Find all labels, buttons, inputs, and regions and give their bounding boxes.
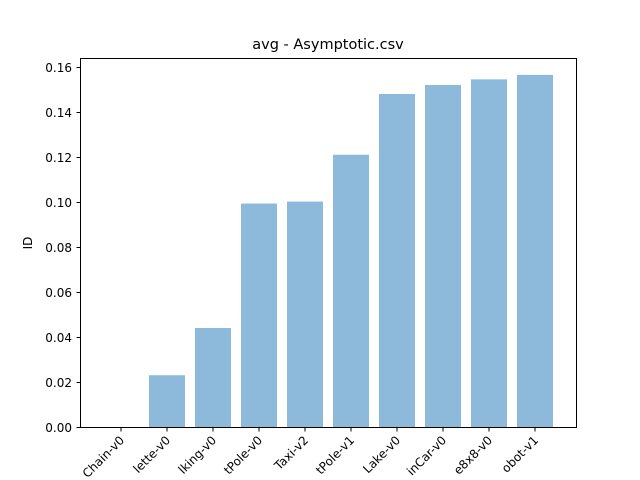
bar-3 xyxy=(241,203,277,427)
bar-9 xyxy=(517,74,553,427)
chart-title: avg - Asymptotic.csv xyxy=(252,37,404,53)
bar-6 xyxy=(379,94,415,427)
y-tick-label: 0.16 xyxy=(45,61,72,75)
bars-group xyxy=(149,74,553,427)
y-tick-label: 0.10 xyxy=(45,196,72,210)
y-tick-label: 0.06 xyxy=(45,286,72,300)
bar-1 xyxy=(149,375,185,427)
bar-7 xyxy=(425,85,461,427)
y-axis-label: ID xyxy=(21,237,35,250)
y-tick-label: 0.08 xyxy=(45,241,72,255)
y-tick-label: 0.00 xyxy=(45,421,72,435)
y-tick-label: 0.04 xyxy=(45,331,72,345)
bar-4 xyxy=(287,201,323,427)
bar-2 xyxy=(195,328,231,427)
y-tick-label: 0.14 xyxy=(45,106,72,120)
y-tick-label: 0.12 xyxy=(45,151,72,165)
plot-frame xyxy=(80,58,577,428)
bar-8 xyxy=(471,79,507,427)
y-tick-label: 0.02 xyxy=(45,376,72,390)
bar-5 xyxy=(333,154,369,427)
y-axis: 0.00 0.02 0.04 0.06 0.08 0.10 0.12 0.14 0.16 xyxy=(45,61,81,435)
